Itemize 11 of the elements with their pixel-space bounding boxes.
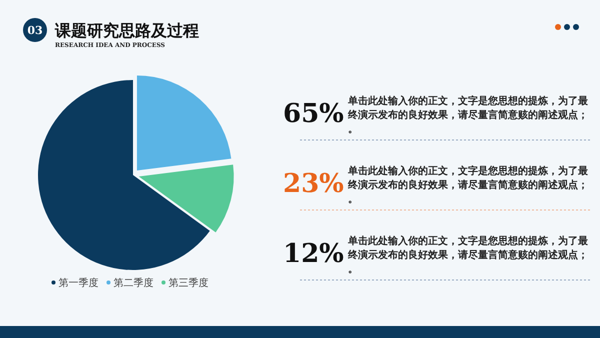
text: 单击此处输入你的正文，文字是您思想的提炼，为了最终演示发布的良好效果，请尽量言简意赅的阐述观点；。 (347, 235, 588, 275)
chart-title: 课题研究思路及过程 (54, 21, 199, 40)
text: 65% (283, 99, 344, 129)
text: 单击此处输入你的正文，文字是您思想的提炼，为了最终演示发布的良好效果，请尽量言简意赅的阐述观点；。 (347, 95, 588, 135)
legend-label: 第一季度 (58, 277, 98, 289)
legend-label: 第三季度 (168, 277, 208, 289)
text: 单击此处输入你的正文，文字是您思想的提炼，为了最终演示发布的良好效果，请尽量言简意赅的阐述观点；。 (347, 165, 588, 205)
text: 23% (283, 169, 344, 199)
text: 03 (27, 24, 43, 37)
text: 12% (283, 239, 344, 269)
legend-label: 第二季度 (114, 277, 154, 289)
